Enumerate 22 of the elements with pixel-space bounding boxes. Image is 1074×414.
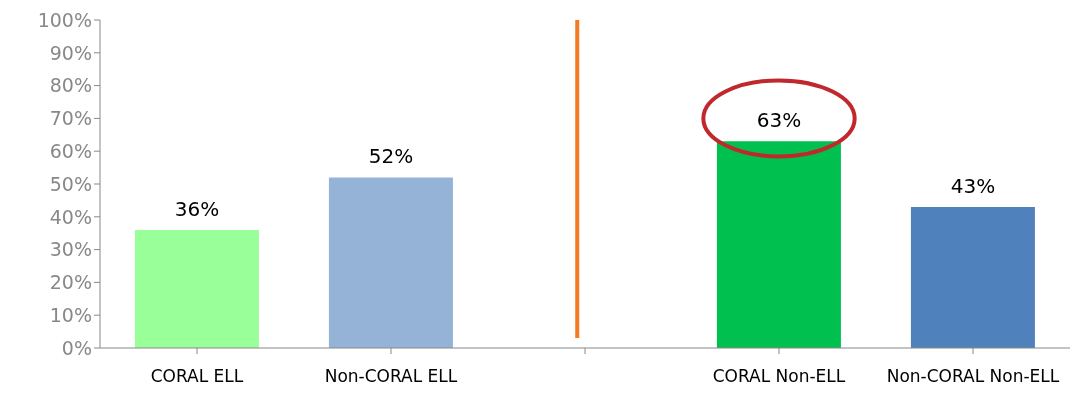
bar [910,206,1035,348]
y-tick-label: 70% [49,107,92,130]
y-tick-label: 50% [49,172,92,195]
data-label: 43% [950,173,996,198]
x-tick-label: Non-CORAL ELL [324,366,458,387]
y-tick-label: 100% [37,8,92,31]
data-label: 52% [368,144,414,169]
y-tick-label: 80% [49,74,92,97]
bar [328,177,453,348]
data-label: 36% [174,196,220,221]
y-tick-label: 60% [49,139,92,162]
y-tick-label: 40% [49,205,92,228]
y-tick-label: 20% [49,271,92,294]
y-tick-label: 30% [49,238,92,261]
bar [134,229,259,348]
x-tick-label: Non-CORAL Non-ELL [886,366,1060,387]
x-tick-label: CORAL ELL [150,366,244,387]
y-tick-label: 0% [61,336,92,359]
y-tick-label: 10% [49,303,92,326]
y-tick-label: 90% [49,41,92,64]
x-tick-label: CORAL Non-ELL [712,366,846,387]
data-label: 63% [756,108,802,133]
